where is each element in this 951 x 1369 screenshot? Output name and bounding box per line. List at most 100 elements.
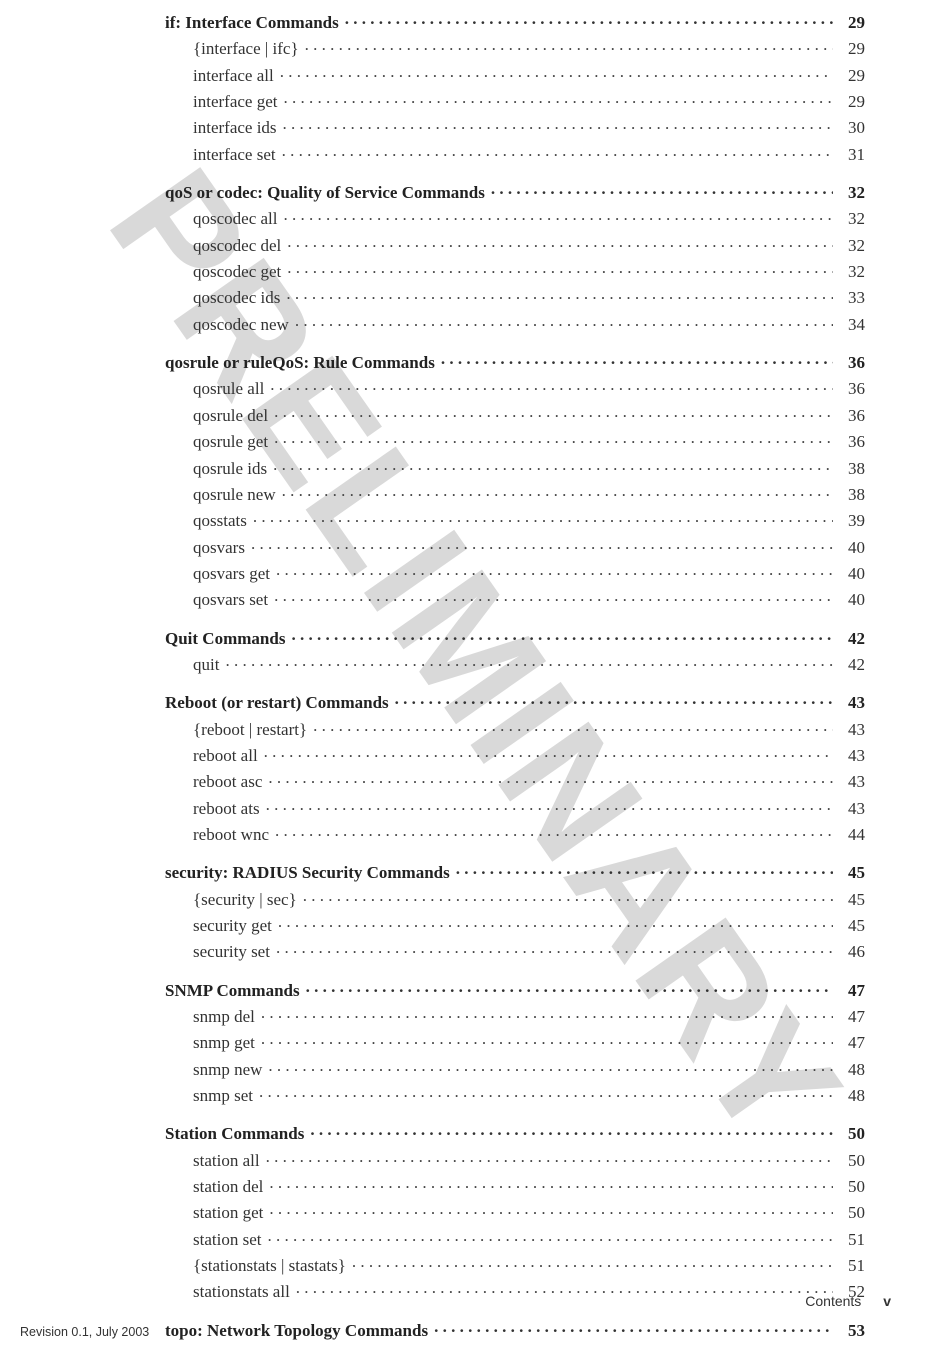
toc-heading-page: 42 xyxy=(839,626,865,652)
toc-item-label: interface ids xyxy=(193,115,277,141)
toc-item-label: snmp del xyxy=(193,1004,255,1030)
toc-item-label: qosstats xyxy=(193,508,247,534)
dot-leader xyxy=(286,281,833,300)
toc-item-label: qosrule all xyxy=(193,376,264,402)
dot-leader xyxy=(456,856,833,875)
toc-item-page: 48 xyxy=(839,1057,865,1083)
toc-item-label: interface set xyxy=(193,142,276,168)
toc-item-row: stationstats all52 xyxy=(165,1279,865,1305)
toc-item-label: qoscodec del xyxy=(193,233,281,259)
dot-leader xyxy=(303,883,833,902)
toc-item-label: stationstats all xyxy=(193,1279,290,1305)
dot-leader xyxy=(287,255,833,274)
dot-leader xyxy=(282,138,833,157)
toc-item-label: qoscodec get xyxy=(193,259,281,285)
toc-item-page: 50 xyxy=(839,1148,865,1174)
toc-item-page: 43 xyxy=(839,796,865,822)
toc-heading-page: 53 xyxy=(839,1318,865,1344)
dot-leader xyxy=(283,111,833,130)
toc-section: qoS or codec: Quality of Service Command… xyxy=(165,180,865,338)
toc-item-page: 45 xyxy=(839,887,865,913)
toc-item-label: qosrule get xyxy=(193,429,268,455)
dot-leader xyxy=(395,686,833,705)
toc-item-page: 44 xyxy=(839,822,865,848)
toc-item-label: reboot all xyxy=(193,743,258,769)
toc-item-label: qoscodec ids xyxy=(193,285,280,311)
toc-heading-page: 47 xyxy=(839,978,865,1004)
toc-item-row: reboot wnc 44 xyxy=(165,822,865,848)
toc-item-page: 40 xyxy=(839,561,865,587)
toc-item-page: 32 xyxy=(839,233,865,259)
toc-item-page: 33 xyxy=(839,285,865,311)
toc-item-label: snmp set xyxy=(193,1083,253,1109)
toc-item-label: security get xyxy=(193,913,272,939)
toc-item-page: 39 xyxy=(839,508,865,534)
toc-item-page: 34 xyxy=(839,312,865,338)
toc-section: SNMP Commands47snmp del47snmp get47snmp … xyxy=(165,978,865,1110)
dot-leader xyxy=(225,648,833,667)
dot-leader xyxy=(280,59,833,78)
toc-item-page: 47 xyxy=(839,1004,865,1030)
dot-leader xyxy=(276,935,833,954)
toc-item-page: 51 xyxy=(839,1227,865,1253)
toc-item-row: interface set 31 xyxy=(165,142,865,168)
toc-item-page: 51 xyxy=(839,1253,865,1279)
dot-leader xyxy=(434,1314,833,1333)
toc-section: Reboot (or restart) Commands43{reboot | … xyxy=(165,690,865,848)
dot-leader xyxy=(266,792,833,811)
dot-leader xyxy=(261,1000,833,1019)
toc-item-label: station all xyxy=(193,1148,260,1174)
toc-item-row: snmp set48 xyxy=(165,1083,865,1109)
toc-item-label: interface all xyxy=(193,63,274,89)
toc-item-row: security set 46 xyxy=(165,939,865,965)
toc-item-page: 47 xyxy=(839,1030,865,1056)
dot-leader xyxy=(310,1117,833,1136)
toc-item-label: reboot wnc xyxy=(193,822,269,848)
toc-section: Station Commands50station all50station d… xyxy=(165,1121,865,1305)
dot-leader xyxy=(274,399,833,418)
page-body: if: Interface Commands29{interface | ifc… xyxy=(0,0,951,1344)
toc-item-page: 32 xyxy=(839,259,865,285)
toc-item-page: 29 xyxy=(839,89,865,115)
toc-item-label: reboot ats xyxy=(193,796,260,822)
toc-item-page: 50 xyxy=(839,1174,865,1200)
toc-item-page: 31 xyxy=(839,142,865,168)
dot-leader xyxy=(305,32,833,51)
toc-item-label: reboot asc xyxy=(193,769,262,795)
dot-leader xyxy=(267,1223,833,1242)
toc-item-page: 45 xyxy=(839,913,865,939)
toc-item-label: quit xyxy=(193,652,219,678)
toc-item-label: station get xyxy=(193,1200,263,1226)
dot-leader xyxy=(306,974,833,993)
dot-leader xyxy=(275,818,833,837)
toc-heading-page: 36 xyxy=(839,350,865,376)
toc-item-label: qoscodec all xyxy=(193,206,278,232)
toc-item-row: qosvars set40 xyxy=(165,587,865,613)
dot-leader xyxy=(284,202,834,221)
toc-item-label: qosvars set xyxy=(193,587,268,613)
dot-leader xyxy=(269,1196,833,1215)
toc-item-page: 29 xyxy=(839,36,865,62)
dot-leader xyxy=(273,452,833,471)
toc-item-page: 43 xyxy=(839,717,865,743)
toc-item-label: snmp new xyxy=(193,1057,262,1083)
toc-heading-page: 43 xyxy=(839,690,865,716)
dot-leader xyxy=(441,346,833,365)
dot-leader xyxy=(264,739,833,758)
toc-heading-page: 50 xyxy=(839,1121,865,1147)
toc-heading-page: 45 xyxy=(839,860,865,886)
dot-leader xyxy=(491,176,833,195)
dot-leader xyxy=(274,425,833,444)
dot-leader xyxy=(261,1026,833,1045)
toc-item-label: security set xyxy=(193,939,270,965)
toc-heading-page: 32 xyxy=(839,180,865,206)
toc-section: security: RADIUS Security Commands45{sec… xyxy=(165,860,865,965)
dot-leader xyxy=(268,765,833,784)
toc-item-label: qosrule ids xyxy=(193,456,267,482)
dot-leader xyxy=(266,1144,833,1163)
toc-item-page: 36 xyxy=(839,376,865,402)
dot-leader xyxy=(282,478,833,497)
toc-item-page: 46 xyxy=(839,939,865,965)
toc-section: if: Interface Commands29{interface | ifc… xyxy=(165,10,865,168)
toc-heading-label: topo: Network Topology Commands xyxy=(165,1318,428,1344)
